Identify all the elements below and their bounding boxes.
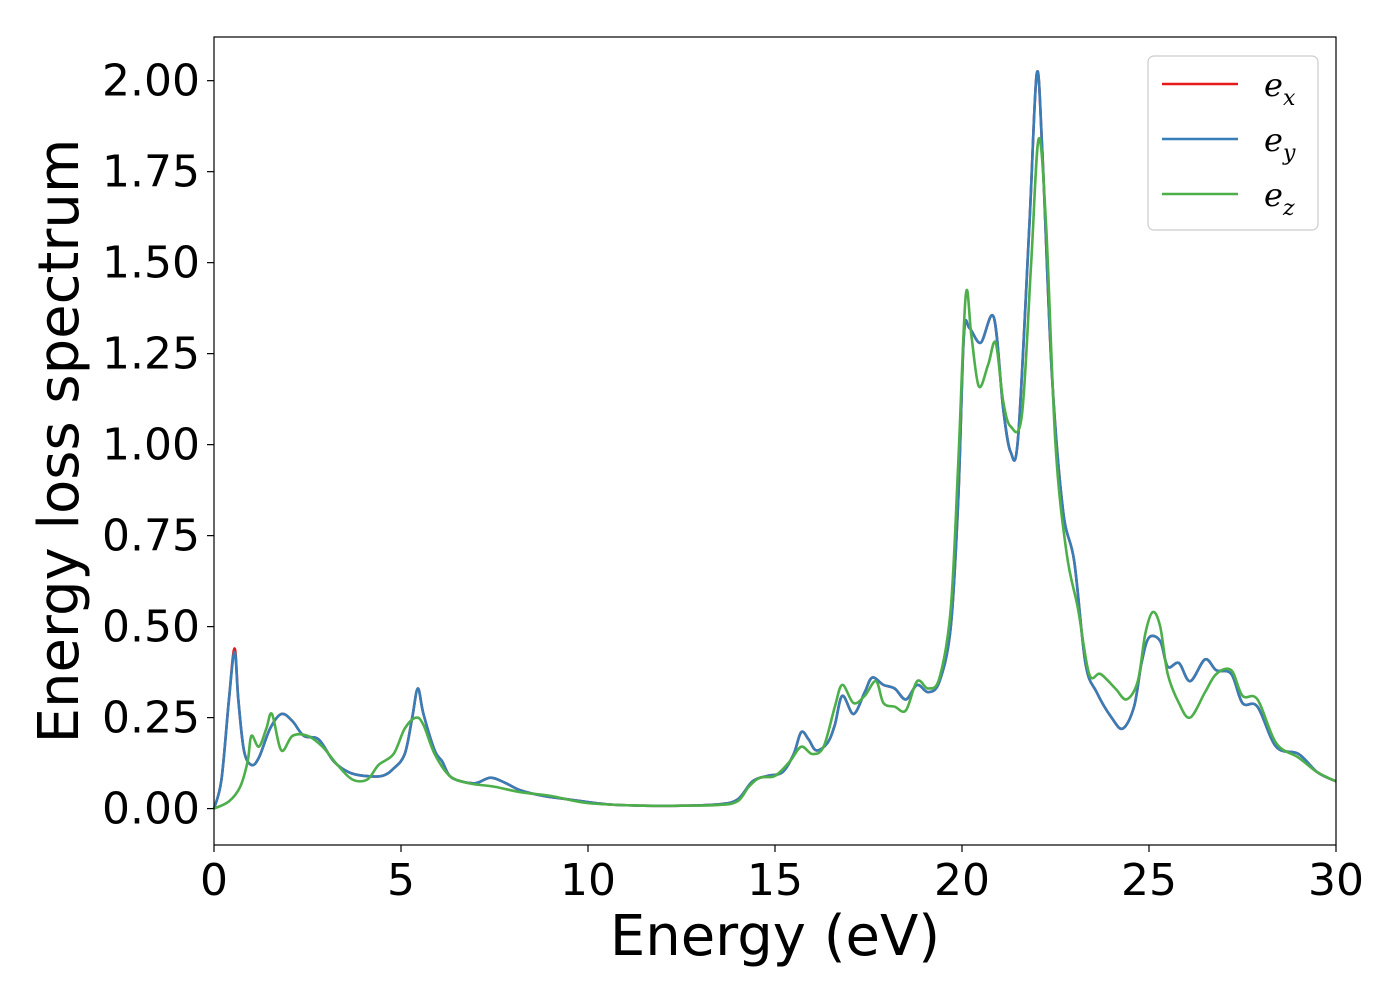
y-axis-ticks: 0.00 0.25 0.50 0.75 1.00 1.25 1.50 1.75 2.00 bbox=[102, 56, 214, 835]
series-line-y bbox=[212, 70, 1337, 809]
y-tick-label: 0.00 bbox=[102, 784, 200, 835]
x-axis-ticks: 0 5 10 15 20 25 30 bbox=[200, 845, 1364, 906]
y-tick-label: 0.25 bbox=[102, 693, 200, 744]
y-tick-label: 1.25 bbox=[102, 329, 200, 380]
x-tick-label: 25 bbox=[1121, 855, 1177, 906]
legend-label-x: ex bbox=[1264, 66, 1296, 111]
y-axis-title: Energy loss spectrum bbox=[27, 139, 92, 744]
y-tick-label: 2.00 bbox=[102, 56, 200, 107]
x-axis-title: Energy (eV) bbox=[610, 904, 940, 969]
y-tick-label: 1.50 bbox=[102, 238, 200, 289]
y-tick-label: 0.50 bbox=[102, 602, 200, 653]
legend-label-y: ey bbox=[1264, 121, 1296, 166]
x-tick-label: 5 bbox=[387, 855, 415, 906]
series-layer bbox=[212, 70, 1337, 810]
x-tick-label: 15 bbox=[747, 855, 803, 906]
x-tick-label: 10 bbox=[560, 855, 616, 906]
legend: ex ey ez bbox=[1147, 55, 1319, 231]
x-tick-label: 0 bbox=[200, 855, 228, 906]
series-line-z bbox=[213, 137, 1337, 810]
y-tick-label: 1.75 bbox=[102, 147, 200, 198]
x-tick-label: 20 bbox=[934, 855, 990, 906]
y-tick-label: 0.75 bbox=[102, 511, 200, 562]
legend-box bbox=[1147, 55, 1319, 231]
legend-label-z: ez bbox=[1264, 176, 1295, 221]
y-tick-label: 1.00 bbox=[102, 420, 200, 471]
x-tick-label: 30 bbox=[1308, 855, 1364, 906]
